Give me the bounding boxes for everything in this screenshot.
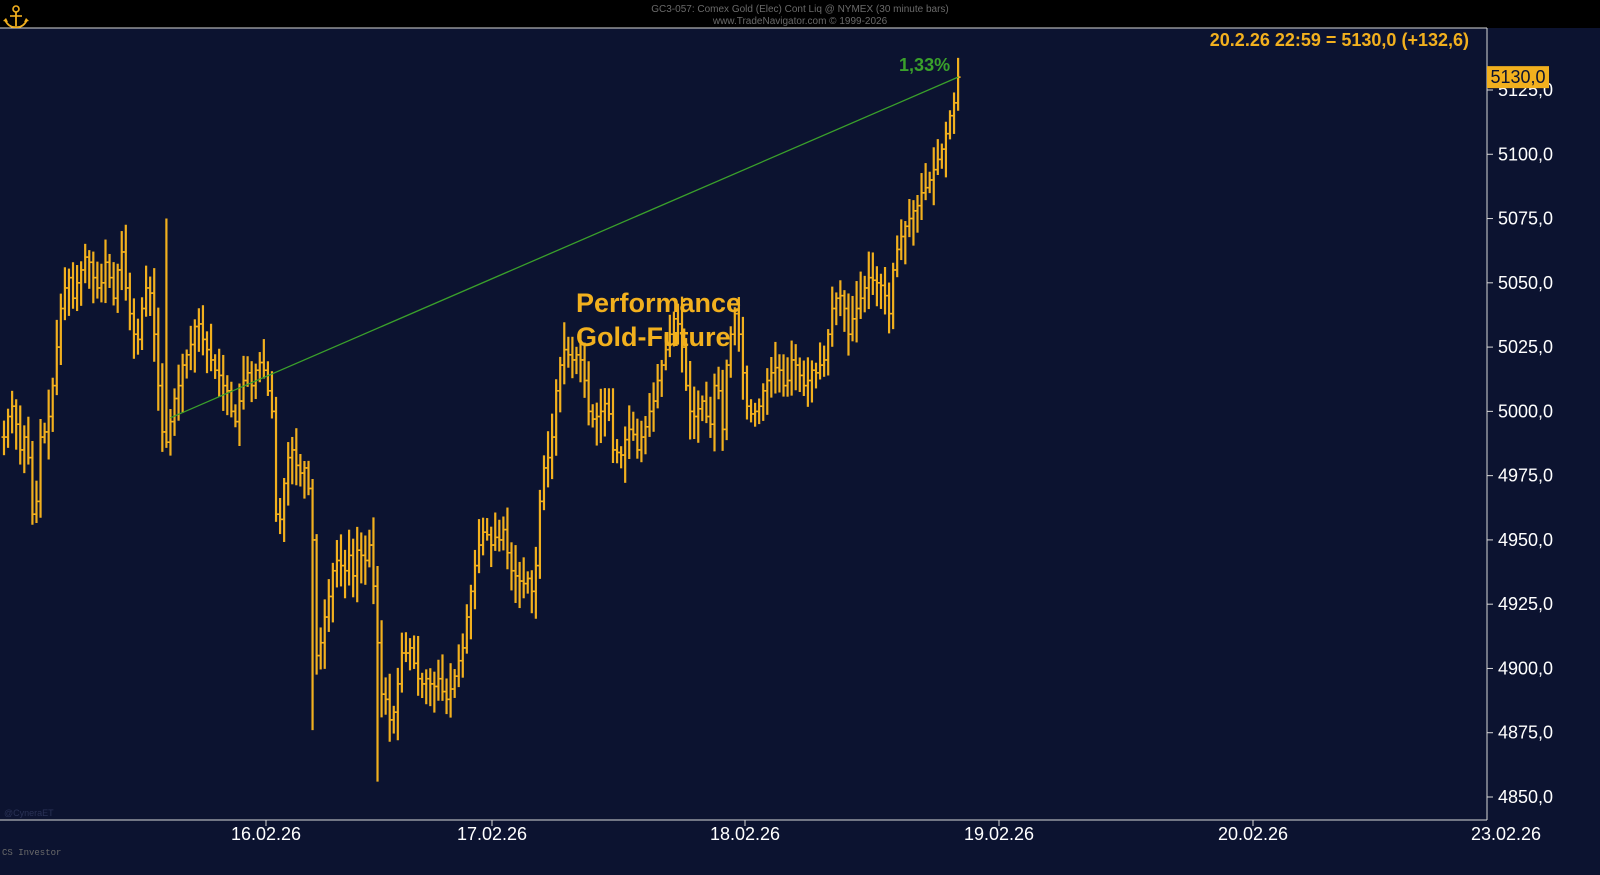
- header-copyright-line: www.TradeNavigator.com © 1999-2026: [712, 16, 888, 27]
- x-tick-label: 18.02.26: [710, 824, 780, 844]
- trend-line-group: 1,33%: [170, 55, 959, 419]
- x-tick-label: 17.02.26: [457, 824, 527, 844]
- y-tick-label: 4875,0: [1498, 723, 1553, 743]
- chart-title-line-1: Performance: [576, 288, 741, 318]
- y-tick-label: 5050,0: [1498, 273, 1553, 293]
- x-axis-panel: [0, 820, 1600, 875]
- x-tick-label: 23.02.26: [1471, 824, 1541, 844]
- signature-text: CS Investor: [2, 848, 61, 858]
- y-tick-label: 4850,0: [1498, 787, 1553, 807]
- x-tick-label: 16.02.26: [231, 824, 301, 844]
- y-tick-label: 4950,0: [1498, 530, 1553, 550]
- trend-line: [170, 76, 959, 419]
- watermark-text: @CyneraET: [4, 808, 54, 818]
- y-tick-label: 5100,0: [1498, 144, 1553, 164]
- last-price-annotation: 20.2.26 22:59 = 5130,0 (+132,6): [1210, 30, 1469, 50]
- y-axis-panel: [1487, 28, 1600, 820]
- y-tick-label: 4900,0: [1498, 658, 1553, 678]
- x-tick-label: 20.02.26: [1218, 824, 1288, 844]
- y-tick-label: 5075,0: [1498, 209, 1553, 229]
- chart-title-line-2: Gold-Future: [576, 322, 730, 352]
- y-tick-label: 4925,0: [1498, 594, 1553, 614]
- last-price-label: 5130,0: [1490, 67, 1545, 87]
- anchor-logo-icon: [3, 5, 29, 29]
- y-tick-label: 5025,0: [1498, 337, 1553, 357]
- y-tick-label: 4975,0: [1498, 466, 1553, 486]
- last-price-box: [1487, 66, 1549, 89]
- price-bars: [1, 57, 961, 782]
- trend-line-label: 1,33%: [899, 55, 950, 75]
- y-axis: 4850,0 4875,0 4900,0 4925,0 4950,0 4975,0 5000…: [1487, 66, 1553, 807]
- chart-header: GC3-057: Comex Gold (Elec) Cont Liq @ NY…: [0, 4, 1600, 28]
- y-tick-label: 5000,0: [1498, 401, 1553, 421]
- x-tick-label: 19.02.26: [964, 824, 1034, 844]
- header-symbol-line: GC3-057: Comex Gold (Elec) Cont Liq @ NY…: [651, 4, 949, 15]
- x-axis: 16.02.26 17.02.26 18.02.26 19.02.26 20.02.26…: [231, 820, 1541, 844]
- plot-area: [0, 28, 1487, 820]
- ohlc-bar: [955, 57, 961, 111]
